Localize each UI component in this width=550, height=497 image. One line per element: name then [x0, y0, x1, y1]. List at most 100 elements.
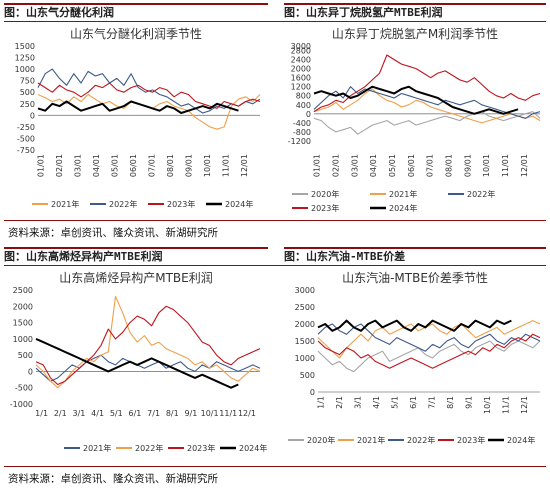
y-tick-label: 0: [310, 388, 315, 397]
legend-label: 2021年: [357, 435, 385, 445]
series-line-2024年: [37, 100, 239, 114]
x-tick-label: 5/1: [391, 396, 400, 409]
y-tick-label: 2000: [295, 320, 315, 329]
series-line-2023年: [37, 82, 261, 109]
chart-title: 山东气分醚化利润季节性: [70, 26, 202, 41]
legend-label: 2022年: [467, 189, 495, 199]
legend-label: 2024年: [389, 203, 417, 213]
chart-isobutane-dehydro-profit: 山东异丁烷脱氢产M利润季节性 -1200-800-4000400800120016…: [288, 26, 541, 213]
legend-label: 2023年: [167, 199, 195, 209]
header-bar-3: [4, 247, 268, 249]
series-line-2023年: [313, 54, 541, 113]
x-tick-label: 12/01: [240, 154, 249, 177]
y-tick-label: 250: [20, 100, 35, 109]
y-tick-label: 2400: [291, 56, 311, 65]
header-bar-2: [284, 3, 546, 5]
y-tick-label: 1200: [291, 83, 311, 92]
x-tick-label: 10/1: [201, 409, 219, 418]
x-tick-label: 07/01: [426, 154, 435, 177]
x-tick-label: 01/01: [37, 154, 46, 177]
x-tick-label: 02/01: [331, 154, 340, 177]
legend-label: 2022年: [109, 199, 137, 209]
chart-high-olefin-profit: 山东高烯烃异构产MTBE利润 -1000 -500 0 500 1000 1500 2000 2…: [10, 270, 268, 453]
x-tick-label: 09/01: [185, 154, 194, 177]
series-line-2021年: [37, 93, 261, 130]
x-tick-label: 12/1: [520, 396, 529, 414]
y-tick-label: 2500: [13, 286, 33, 295]
x-tick-label: 10/1: [483, 396, 492, 414]
x-tick-label: 10/01: [482, 154, 491, 177]
x-tick-label: 8/1: [166, 409, 179, 418]
source-note-1: 资料来源：卓创资讯、隆众资讯、新湖研究所: [8, 227, 218, 239]
series-line-2024年: [313, 85, 519, 115]
y-tick-label: 400: [296, 101, 311, 110]
legend-label: 2024年: [239, 443, 267, 453]
y-tick-label: -1000: [10, 400, 33, 409]
y-tick-label: 1000: [15, 65, 35, 74]
x-tick-label: 2/1: [54, 409, 67, 418]
y-tick-label: 3000: [291, 42, 311, 51]
y-tick-label: 1000: [13, 335, 33, 344]
legend-label: 2020年: [311, 189, 339, 199]
x-tick-label: 04/01: [369, 154, 378, 177]
x-tick-label: 9/1: [465, 396, 474, 409]
series-line-2024年: [317, 319, 512, 332]
x-tick-label: 03/01: [350, 154, 359, 177]
source-note-2: 资料来源：卓创资讯、隆众资讯、新湖研究所: [8, 473, 218, 485]
y-tick-label: 1000: [295, 354, 315, 363]
y-tick-label: 1500: [295, 337, 315, 346]
chart-etherification-profit: 山东气分醚化利润季节性 -750 -500 -250 0 250 500 750 1000 125…: [15, 26, 261, 209]
x-tick-label: 05/01: [388, 154, 397, 177]
x-tick-label: 9/1: [184, 409, 197, 418]
x-tick-label: 10/01: [203, 154, 212, 177]
y-tick-label: 0: [306, 110, 311, 119]
legend-label: 2020年: [307, 435, 335, 445]
y-tick-label: 2800: [291, 47, 311, 56]
y-tick-label: -500: [17, 134, 35, 143]
y-tick-label: 0: [30, 111, 35, 120]
source-top-line-1: [4, 220, 546, 221]
series-line-2022年: [317, 323, 541, 352]
x-tick-label: 6/1: [409, 396, 418, 409]
legend-label: 2024年: [225, 199, 253, 209]
y-tick-label: -250: [17, 123, 35, 132]
header-underline: [4, 21, 546, 22]
x-tick-label: 01/01: [313, 154, 322, 177]
x-tick-label: 11/01: [501, 154, 510, 177]
x-tick-label: 08/01: [166, 154, 175, 177]
y-tick-label: 800: [296, 92, 311, 101]
x-tick-label: 07/01: [148, 154, 157, 177]
x-tick-label: 6/1: [128, 409, 141, 418]
legend-label: 2023年: [457, 435, 485, 445]
series-line-2020年: [317, 340, 541, 373]
series-line-2021年: [313, 88, 541, 124]
legend-label: 2023年: [187, 443, 215, 453]
y-tick-label: 0: [28, 367, 33, 376]
panel-header-2: 图：山东异丁烷脱氢产MTBE利润: [284, 6, 443, 19]
x-tick-label: 11/1: [502, 396, 511, 414]
x-tick-label: 03/01: [74, 154, 83, 177]
y-tick-label: -750: [17, 146, 35, 155]
panel-header-4: 图：山东汽油-MTBE价差: [284, 250, 406, 263]
series-line-2022年: [35, 295, 261, 389]
x-tick-label: 4/1: [372, 396, 381, 409]
header-bar-1: [4, 3, 268, 5]
series-line-2023年: [35, 305, 261, 386]
x-tick-label: 1/1: [317, 396, 326, 409]
series-line-2023年: [317, 333, 541, 369]
y-tick-label: 500: [300, 371, 315, 380]
header-underline-2: [4, 265, 546, 266]
y-tick-label: 2000: [291, 65, 311, 74]
y-tick-label: 2500: [295, 303, 315, 312]
y-tick-label: -400: [293, 119, 311, 128]
legend-label: 2022年: [135, 443, 163, 453]
series-line-2024年: [35, 337, 239, 389]
x-tick-label: 12/1: [238, 409, 256, 418]
y-tick-label: 1500: [13, 319, 33, 328]
y-tick-label: 1250: [15, 54, 35, 63]
y-tick-label: 500: [18, 351, 33, 360]
x-tick-label: 12/01: [520, 154, 529, 177]
y-tick-label: -1200: [288, 137, 311, 146]
panel-header-3: 图：山东高烯烃异构产MTBE利润: [4, 250, 163, 263]
x-tick-label: 3/1: [354, 396, 363, 409]
